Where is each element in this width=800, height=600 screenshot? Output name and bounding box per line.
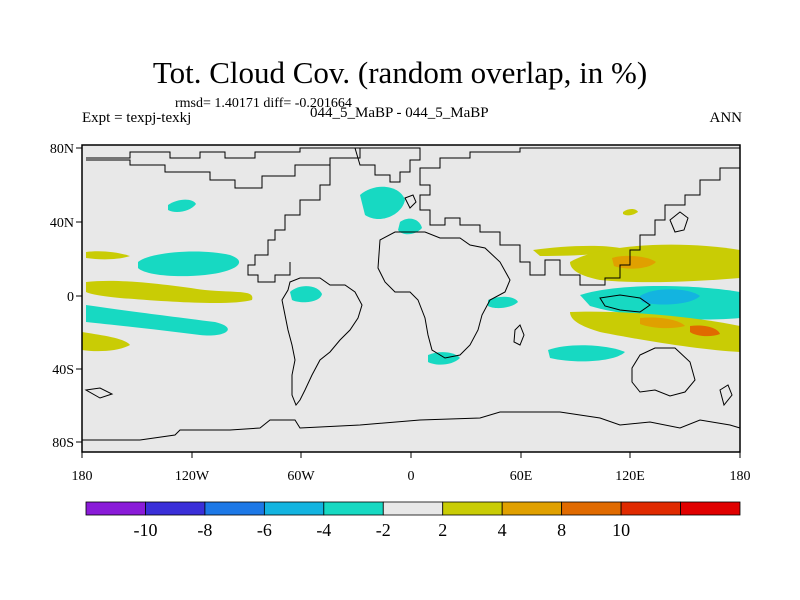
positive-anomalies [82, 209, 740, 352]
season-label: ANN [709, 110, 743, 126]
yellow-patch [570, 244, 740, 283]
new-zealand-outline [719, 384, 733, 407]
eurasia-outline [419, 147, 741, 286]
colorbar-label: -4 [316, 520, 331, 540]
cases-label: 044_5_MaBP - 044_5_MaBP [310, 105, 489, 121]
teal-patch [168, 199, 196, 212]
greenland-outline [354, 147, 421, 183]
colorbar-label: -10 [133, 520, 157, 540]
colorbar [85, 501, 741, 516]
axis-ticks [76, 147, 741, 458]
colorbar-swatch [204, 501, 265, 516]
north-america-outline [86, 147, 361, 189]
orange-patch [640, 317, 685, 329]
north-america-east [247, 165, 331, 283]
colorbar-swatch [620, 501, 681, 516]
experiment-label: Expt = texpj-texkj [82, 110, 192, 126]
colorbar-label: -2 [376, 520, 391, 540]
plot-title: Tot. Cloud Cov. (random overlap, in %) [152, 55, 648, 90]
blue-patch [640, 289, 700, 305]
coastlines [82, 147, 741, 441]
colorbar-label: 10 [612, 520, 630, 540]
antarctica-outline [139, 411, 741, 441]
colorbar-swatch [442, 501, 503, 516]
colorbar-swatch [85, 501, 146, 516]
south-america-outline [281, 277, 363, 406]
negative-anomalies [86, 186, 740, 365]
colorbar-swatch [323, 501, 384, 516]
indonesia-outline [599, 294, 651, 313]
teal-patch [398, 218, 422, 235]
y-tick-label: 40N [50, 216, 74, 231]
stats-label: rmsd= 1.40171 diff= -0.201664 [175, 96, 352, 111]
yellow-patch [570, 311, 740, 352]
colorbar-swatch [680, 501, 741, 516]
uk-outline [404, 194, 417, 209]
x-tick-labels: 180 120W 60W 0 60E 120E 180 [72, 469, 751, 484]
x-tick-label: 60E [510, 469, 533, 484]
y-tick-label: 80S [52, 436, 74, 451]
teal-patch [138, 251, 240, 277]
x-tick-label: 180 [72, 469, 93, 484]
colorbar-label: 4 [498, 520, 507, 540]
madagascar-outline [513, 324, 525, 346]
x-tick-label: 0 [408, 469, 415, 484]
colorbar-swatch [382, 501, 444, 516]
colorbar-label: -8 [197, 520, 212, 540]
yellow-patch [623, 209, 638, 216]
colorbar-label: 2 [438, 520, 447, 540]
yellow-patch [82, 332, 130, 352]
colorbar-swatch [501, 501, 563, 516]
colorbar-label: 8 [557, 520, 566, 540]
teal-patch [290, 286, 322, 303]
y-tick-label: 40S [52, 363, 74, 378]
y-tick-label: 80N [50, 142, 74, 157]
x-tick-label: 60W [287, 469, 315, 484]
teal-patch [548, 345, 625, 362]
yellow-patch [86, 280, 253, 304]
teal-patch [360, 186, 405, 220]
colorbar-labels: -10 -8 -6 -4 -2 2 4 8 10 [133, 520, 630, 540]
y-tick-label: 0 [67, 290, 74, 305]
orange-patch [690, 325, 720, 337]
colorbar-label: -6 [257, 520, 272, 540]
aleutian-outline [84, 387, 114, 399]
teal-patch [428, 352, 460, 365]
teal-patch [488, 296, 518, 309]
x-tick-label: 180 [730, 469, 751, 484]
y-tick-labels: 80N 40N 0 40S 80S [50, 142, 74, 451]
x-tick-label: 120W [175, 469, 210, 484]
africa-outline [377, 231, 511, 359]
colorbar-swatch [263, 501, 325, 516]
colorbar-swatch [145, 501, 206, 516]
australia-outline [631, 347, 696, 397]
japan-outline [669, 211, 689, 233]
x-tick-label: 120E [615, 469, 645, 484]
teal-patch [86, 305, 228, 336]
colorbar-swatch [561, 501, 622, 516]
yellow-patch [86, 251, 130, 260]
